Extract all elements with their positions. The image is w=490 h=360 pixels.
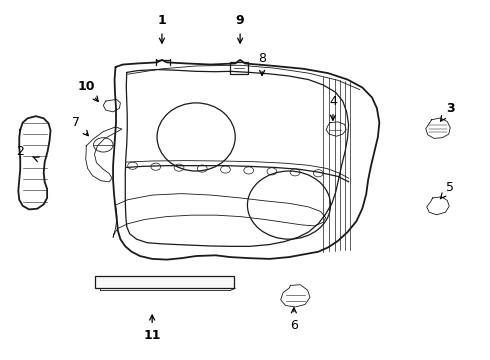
Text: 4: 4 <box>329 95 337 108</box>
Text: 9: 9 <box>236 14 245 27</box>
Text: 8: 8 <box>258 51 266 64</box>
FancyBboxPatch shape <box>230 62 248 74</box>
Text: 2: 2 <box>16 145 24 158</box>
Text: 11: 11 <box>144 329 161 342</box>
Text: 1: 1 <box>158 14 166 27</box>
Text: 5: 5 <box>446 181 454 194</box>
Text: 3: 3 <box>446 102 455 115</box>
FancyBboxPatch shape <box>95 276 234 288</box>
Text: 7: 7 <box>73 116 80 129</box>
Text: 10: 10 <box>77 80 95 93</box>
Text: 6: 6 <box>290 319 298 332</box>
